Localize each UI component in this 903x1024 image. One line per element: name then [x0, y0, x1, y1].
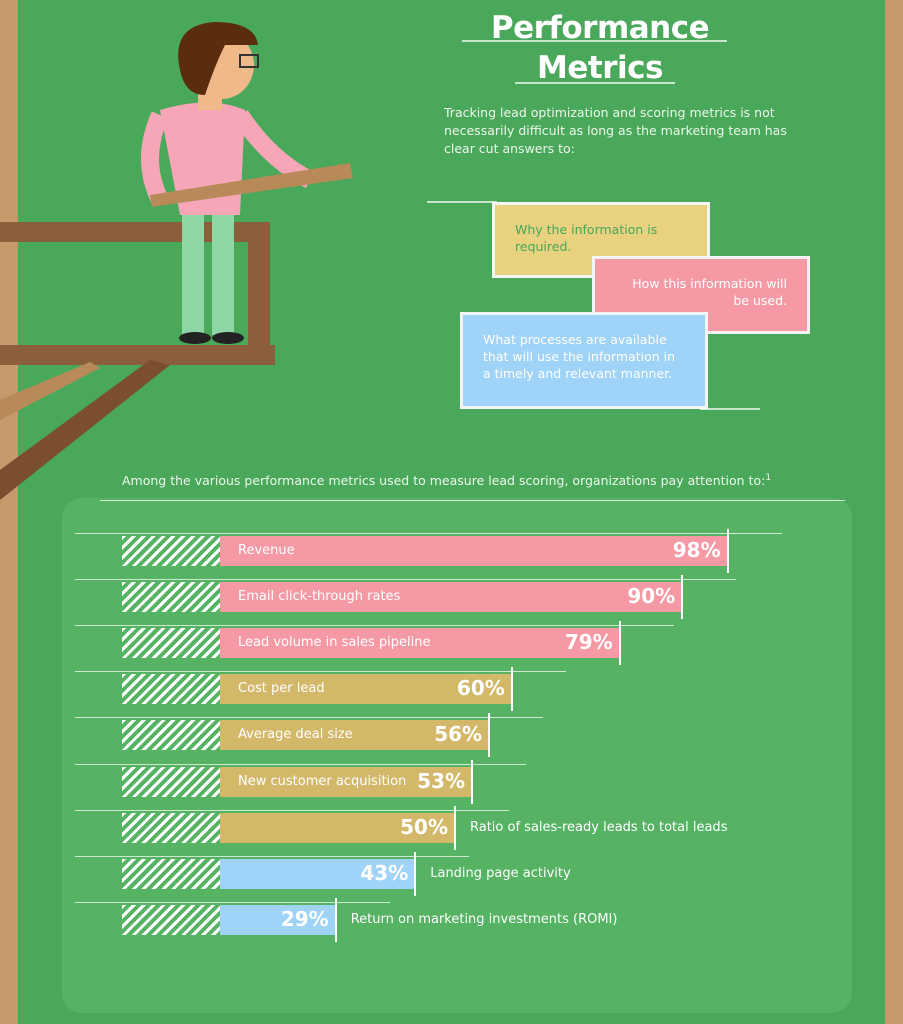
- bar-hatch: [122, 812, 220, 843]
- bar-category-label: Lead volume in sales pipeline: [238, 635, 431, 651]
- bar-category-label: Landing page activity: [430, 865, 571, 881]
- bar-category-label: New customer acquisition: [238, 773, 407, 789]
- card-what-text: What processes are available that will u…: [483, 332, 676, 381]
- bar: 98% Revenue: [220, 536, 727, 566]
- bar-guide-line: [75, 901, 390, 903]
- bar-category-label: Email click-through rates: [238, 589, 401, 605]
- bar-guide-line: [75, 671, 566, 673]
- bar-value-label: 60%: [456, 676, 505, 701]
- bar-category-label: Return on marketing investments (ROMI): [350, 911, 618, 927]
- bar-value-label: 29%: [280, 906, 329, 931]
- bar-category-label: Ratio of sales-ready leads to total lead…: [470, 819, 728, 835]
- page-title-line1: Performance: [490, 10, 710, 46]
- right-wood-frame: [885, 0, 903, 1024]
- bar-hatch: [122, 720, 220, 751]
- bar-end-tick: [726, 529, 729, 573]
- bar-value-label: 98%: [672, 538, 721, 562]
- bar-guide-line: [75, 763, 527, 765]
- bar-category-label: Revenue: [238, 543, 295, 558]
- chart-title-underline: [100, 500, 845, 501]
- bar-end-tick: [334, 897, 337, 942]
- footnote-marker: 1: [765, 473, 772, 483]
- bar-hatch: [122, 858, 220, 889]
- bar-value-label: 50%: [400, 814, 448, 839]
- bar-value-label: 43%: [360, 860, 409, 885]
- bar-hatch: [122, 582, 220, 613]
- bar-end-tick: [618, 621, 621, 666]
- bar-hatch: [122, 904, 220, 935]
- page-title-line2: Metrics: [537, 50, 663, 86]
- bar-value-label: 79%: [564, 630, 613, 655]
- bar-guide-line: [75, 579, 737, 581]
- bar-guide-line: [75, 533, 782, 534]
- card-why-text: Why the information is required.: [515, 222, 658, 254]
- bar: 90% Email click-through rates: [220, 582, 682, 613]
- bar-end-tick: [471, 759, 474, 804]
- bar: 29%: [220, 904, 335, 935]
- title-underline: [462, 40, 727, 42]
- man-on-scaffold-illustration: [0, 22, 353, 500]
- title-underline: [515, 82, 675, 84]
- bar-hatch: [122, 674, 220, 705]
- bar-value-label: 56%: [434, 722, 483, 747]
- bar-value-label: 53%: [417, 768, 466, 793]
- bar: 50%: [220, 812, 454, 843]
- bar-guide-line: [75, 717, 544, 719]
- bar-guide-line: [75, 809, 509, 811]
- chart-panel: [62, 498, 852, 1013]
- card-guide-line: [427, 201, 497, 203]
- chart-title: Among the various performance metrics us…: [122, 473, 771, 488]
- bar-guide-line: [75, 855, 470, 857]
- bar: 43%: [220, 858, 415, 889]
- card-how-text: How this information will be used.: [632, 276, 787, 308]
- left-wood-frame: [0, 0, 18, 1024]
- bar-hatch: [122, 628, 220, 659]
- bar-hatch: [122, 766, 220, 797]
- bar: 53% New customer acquisition: [220, 766, 472, 797]
- bar-category-label: Cost per lead: [238, 681, 325, 697]
- bar-end-tick: [681, 575, 684, 620]
- bar: 79% Lead volume in sales pipeline: [220, 628, 619, 659]
- bar-end-tick: [488, 713, 491, 758]
- intro-text: Tracking lead optimization and scoring m…: [444, 105, 787, 156]
- bar-value-label: 90%: [627, 584, 676, 609]
- card-what: What processes are available that will u…: [460, 312, 708, 409]
- bar: 56% Average deal size: [220, 720, 489, 751]
- bar-category-label: Average deal size: [238, 727, 353, 743]
- bar: 60% Cost per lead: [220, 674, 511, 705]
- bar-guide-line: [75, 625, 674, 627]
- chart-title-text: Among the various performance metrics us…: [122, 473, 766, 489]
- bar-end-tick: [454, 805, 456, 850]
- bar-hatch: [122, 536, 220, 566]
- card-guide-line: [700, 408, 760, 410]
- bar-end-tick: [510, 667, 513, 712]
- bar-end-tick: [414, 851, 417, 896]
